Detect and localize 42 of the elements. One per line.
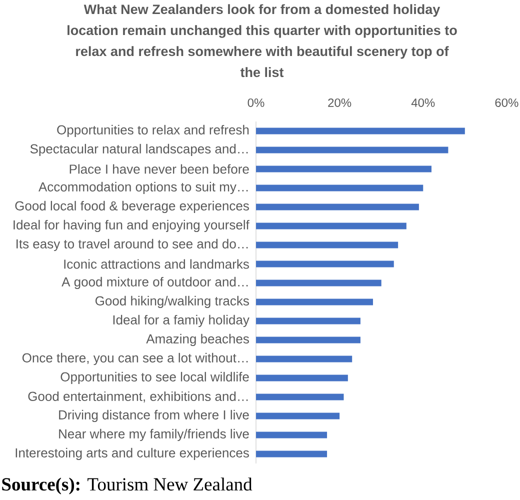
text: Source(s): Tourism New Zealand <box>2 478 252 494</box>
y-tick-label: Once there, you can see a lot without… <box>22 352 248 366</box>
bar <box>256 146 448 154</box>
bar <box>256 318 360 324</box>
y-tick-label: Opportunities to see local wildlife <box>60 372 249 384</box>
y-tick-label: Interestoing arts and culture experiences <box>16 448 249 460</box>
bar <box>256 432 328 438</box>
y-tick-label: Spectacular natural landscapes and… <box>30 144 248 156</box>
y-tick-label: Near where my family/friends live <box>59 428 249 442</box>
bar <box>256 260 394 268</box>
bar <box>256 450 328 458</box>
bar <box>256 166 432 172</box>
y-tick-label: Driving distance from where I live <box>59 410 249 422</box>
y-tick-label: Iconic attractions and landmarks <box>64 259 249 269</box>
y-tick-label: Amazing beaches <box>146 334 249 346</box>
y-tick-label: Ideal for having fun and enjoying yourself <box>14 220 250 232</box>
x-tick-label: 20% <box>328 98 352 107</box>
y-tick-label: Ideal for a famiy holiday <box>113 314 250 328</box>
bar <box>256 184 424 192</box>
y-tick-label: Its easy to travel around to see and do… <box>16 238 248 252</box>
x-tick-label: 60% <box>495 98 518 107</box>
bar <box>256 128 465 134</box>
y-tick-label: Accommodation options to suit my… <box>38 182 248 194</box>
x-tick-label: 40% <box>411 98 435 107</box>
y-tick-label: Place I have never been before <box>70 164 249 174</box>
bar <box>256 280 382 286</box>
bar <box>256 412 340 420</box>
bar <box>256 374 348 382</box>
y-tick-label: Opportunities to relax and refresh <box>57 124 249 138</box>
bar <box>256 298 373 306</box>
y-tick-label: Good hiking/walking tracks <box>95 296 249 308</box>
bar <box>256 336 360 344</box>
bar <box>256 204 419 210</box>
bar <box>256 394 344 400</box>
bar <box>256 356 352 362</box>
y-tick-label: Good local food & beverage experiences <box>15 200 249 214</box>
y-tick-label: Good entertainment, exhibitions and… <box>28 391 248 403</box>
chart-title: What New Zealanders look for from a domested holiday location remain unchanged this quarter with opportunities to relax and refresh somewhere with beautiful scenery top of the list <box>68 4 457 78</box>
bar <box>256 242 398 248</box>
y-tick-label: A good mixture of outdoor and… <box>62 276 248 290</box>
bar <box>256 222 406 230</box>
x-tick-label: 0% <box>248 98 264 107</box>
